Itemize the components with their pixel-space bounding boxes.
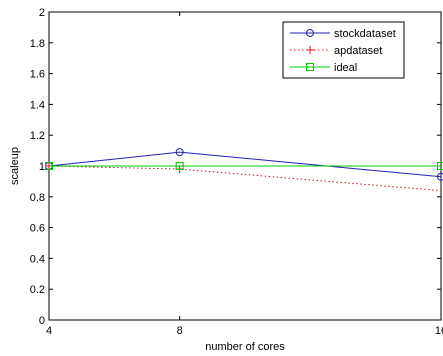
y-tick-label: 1.2	[30, 130, 45, 142]
y-tick-label: 0.4	[30, 253, 45, 265]
y-tick-label: 0.8	[30, 192, 45, 204]
ideal-marker	[175, 162, 184, 170]
legend-item-ideal: ideal	[290, 62, 357, 74]
legend-marker	[306, 63, 314, 71]
legend-label: apdataset	[334, 45, 382, 57]
y-tick-label: 0.2	[30, 284, 45, 296]
legend-label: stockdataset	[334, 28, 396, 40]
y-tick-label: 1.4	[30, 99, 45, 111]
y-axis-label: scaleup	[9, 147, 21, 185]
x-tick-label: 8	[177, 325, 183, 337]
legend-label: ideal	[334, 62, 357, 74]
series-ideal	[45, 162, 443, 170]
legend-item-apdataset: apdataset	[290, 45, 382, 57]
stockdataset-line	[48, 151, 442, 178]
x-tick-label: 16	[435, 325, 443, 337]
ideal-marker	[437, 162, 443, 170]
y-tick-label: 0	[39, 315, 45, 327]
stockdataset-marker	[175, 148, 184, 157]
y-tick-label: 1.6	[30, 69, 45, 81]
y-tick-label: 0.6	[30, 223, 45, 235]
y-tick-label: 2	[39, 7, 45, 19]
legend-item-stockdataset: stockdataset	[290, 28, 396, 40]
legend-marker	[306, 29, 314, 37]
y-tick-label: 1.8	[30, 38, 45, 50]
legend: stockdataset apdataset ideal	[282, 21, 405, 79]
x-tick-label: 4	[46, 325, 52, 337]
y-tick-label: 1	[39, 161, 45, 173]
x-axis-label: number of cores	[205, 341, 285, 353]
ideal-marker	[45, 162, 53, 170]
legend-marker	[306, 46, 314, 54]
stockdataset-marker	[437, 172, 443, 181]
